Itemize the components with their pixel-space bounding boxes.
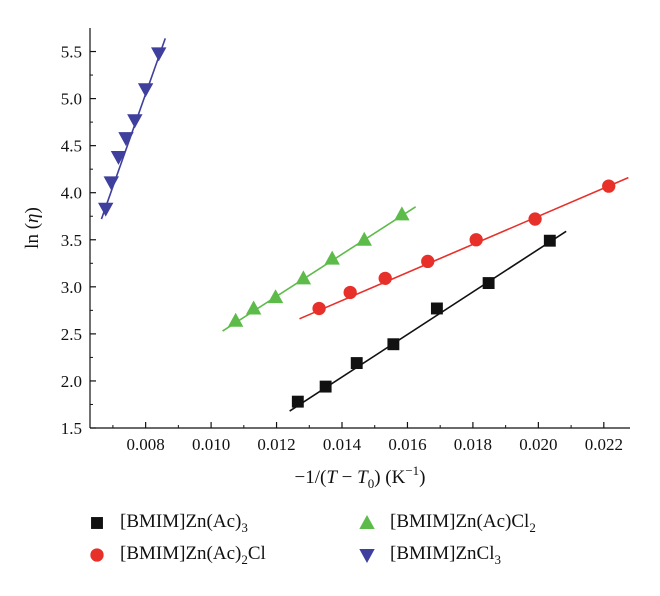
y-tick-label: 4.0	[61, 184, 82, 203]
legend-item: [BMIM]Zn(Ac)Cl2	[358, 509, 536, 537]
legend-marker-shape	[90, 548, 104, 562]
data-point-series-4	[110, 150, 127, 165]
legend-marker-triangle-up	[359, 515, 375, 529]
data-point-series-1	[387, 338, 400, 351]
data-point-series-3	[356, 231, 372, 246]
legend-label: [BMIM]Zn(Ac)2Cl	[120, 542, 266, 567]
y-tick-label: 2.5	[61, 325, 82, 344]
data-point-series-3	[394, 206, 410, 221]
data-point-series-1	[430, 302, 443, 315]
data-point-series-2	[421, 254, 435, 269]
legend-marker-circle	[90, 548, 104, 562]
data-point-series-2	[343, 285, 357, 300]
x-tick-label: 0.012	[257, 435, 295, 454]
x-tick-label: 0.010	[192, 435, 230, 454]
x-tick-label: 0.008	[127, 435, 165, 454]
data-point-series-2	[528, 212, 542, 226]
data-point-series-3	[245, 300, 262, 315]
legend-marker-shape	[359, 515, 375, 529]
data-point-series-1	[543, 234, 556, 247]
x-tick-label: 0.014	[323, 435, 362, 454]
y-tick-label: 3.0	[61, 278, 82, 297]
y-tick-label: 1.5	[61, 419, 82, 438]
legend-label: [BMIM]ZnCl3	[390, 542, 501, 567]
data-point-series-4	[103, 176, 119, 191]
y-tick-label: 3.5	[61, 231, 82, 250]
legend-label: [BMIM]Zn(Ac)3	[120, 510, 248, 535]
x-tick-label: 0.020	[519, 435, 557, 454]
data-point-series-4	[118, 132, 134, 147]
x-tick-label: 0.022	[585, 435, 623, 454]
axes: 1.5 2.0 2.5 3.0 3.5 4.0 4.5 5.0 5.5 0.008 0.010 0.0…	[61, 28, 630, 454]
data-point-series-3	[295, 270, 312, 285]
y-axis-label: ln (η)	[22, 207, 43, 249]
data-point-series-1	[291, 395, 304, 408]
legend: [BMIM]Zn(Ac)3 [BMIM]Zn(Ac)2Cl [BMIM]Zn(Ac)…	[88, 505, 648, 585]
fit-line-series-1	[289, 230, 567, 412]
data-point-series-1	[350, 357, 363, 370]
legend-item: [BMIM]ZnCl3	[358, 541, 501, 569]
legend-marker-shape	[91, 517, 103, 529]
data-point-series-2	[602, 179, 616, 193]
data-point-series-2	[469, 233, 483, 247]
fit-lines	[100, 38, 629, 412]
data-point-series-3	[324, 250, 340, 265]
data-point-series-4	[137, 83, 154, 98]
legend-label: [BMIM]Zn(Ac)Cl2	[390, 510, 536, 535]
y-tick-label: 5.5	[61, 43, 82, 62]
data-point-series-2	[312, 301, 326, 316]
legend-item: [BMIM]Zn(Ac)2Cl	[88, 541, 266, 569]
data-points	[98, 47, 616, 408]
data-point-series-4	[98, 202, 114, 217]
data-point-series-4	[151, 47, 167, 62]
y-tick-label: 4.5	[61, 137, 82, 156]
x-axis-label: −1/(T − T0) (K−1)	[294, 463, 425, 491]
x-tick-label: 0.016	[388, 435, 426, 454]
data-point-series-1	[482, 277, 495, 290]
data-point-series-3	[267, 289, 284, 304]
fit-line-series-4	[100, 38, 167, 220]
chart: 1.5 2.0 2.5 3.0 3.5 4.0 4.5 5.0 5.5 0.008 0.010 0.0…	[22, 28, 630, 491]
legend-marker-shape	[359, 549, 375, 563]
axis-labels: −1/(T − T0) (K−1) ln (η)	[22, 207, 426, 491]
data-point-series-1	[319, 380, 332, 393]
y-tick-label: 2.0	[61, 372, 82, 391]
y-tick-label: 5.0	[61, 90, 82, 109]
legend-marker-square	[91, 517, 103, 529]
data-point-series-4	[127, 114, 143, 129]
data-point-series-3	[227, 312, 244, 327]
legend-marker-triangle-down	[359, 549, 375, 563]
legend-item: [BMIM]Zn(Ac)3	[88, 509, 248, 537]
x-tick-label: 0.018	[454, 435, 492, 454]
data-point-series-2	[378, 271, 392, 286]
